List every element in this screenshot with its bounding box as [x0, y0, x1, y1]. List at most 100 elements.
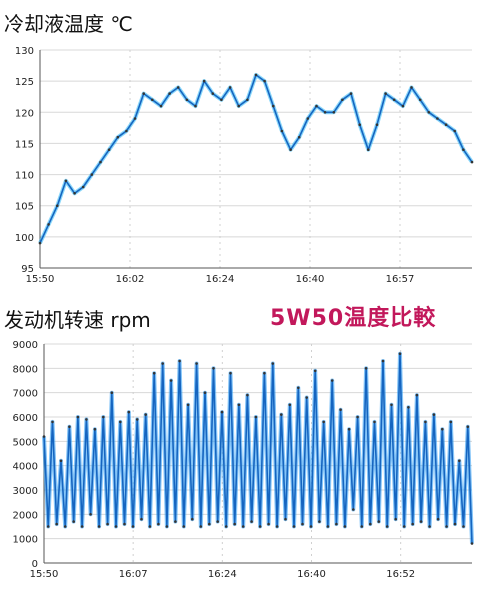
rpm-data-point [309, 525, 313, 528]
coolant-data-point [332, 111, 336, 114]
rpm-y-tick-label: 2000 [13, 510, 38, 521]
rpm-data-point [449, 420, 453, 424]
coolant-temperature-chart: 95 100 105 110 115 120 125 130 15:50 16:02 16:24 16… [15, 46, 474, 285]
coolant-data-point [246, 98, 249, 102]
rpm-data-point [373, 420, 376, 424]
coolant-y-tick-label: 115 [15, 139, 34, 150]
rpm-data-point [182, 525, 186, 528]
coolant-x-tick-label: 16:02 [116, 274, 145, 285]
rpm-data-point [174, 520, 177, 523]
coolant-data-point [202, 79, 206, 83]
rpm-data-point [46, 525, 50, 528]
coolant-data-point [462, 148, 465, 151]
coolant-data-point [436, 117, 439, 120]
rpm-data-point [59, 459, 63, 463]
coolant-y-tick-label: 125 [15, 77, 34, 88]
coolant-data-point [289, 148, 292, 151]
rpm-data-point [288, 403, 292, 407]
rpm-y-tick-label: 5000 [13, 437, 38, 448]
coolant-x-tick-label: 16:40 [296, 274, 325, 285]
coolant-x-tick-label: 15:50 [26, 274, 55, 285]
rpm-data-point [191, 517, 194, 521]
coolant-data-point [64, 179, 68, 183]
coolant-data-point [38, 241, 42, 245]
comparison-label: 5W50温度比較 [270, 306, 437, 331]
coolant-data-point [185, 98, 189, 102]
coolant-data-point [453, 129, 457, 133]
rpm-data-point [441, 427, 444, 431]
coolant-y-tick-label: 120 [15, 108, 34, 119]
rpm-data-point [55, 522, 58, 526]
coolant-y-tick-label: 130 [15, 46, 34, 57]
coolant-data-point [125, 129, 128, 133]
coolant-y-tick-label: 105 [15, 202, 34, 213]
coolant-data-point [349, 92, 353, 95]
rpm-data-point [186, 403, 190, 407]
rpm-data-point [42, 435, 46, 438]
rpm-data-point [51, 420, 54, 424]
coolant-x-tick-label: 16:57 [386, 274, 415, 285]
rpm-data-point [428, 525, 431, 528]
coolant-data-point [306, 117, 310, 120]
rpm-data-point [254, 415, 258, 419]
rpm-data-point [102, 415, 105, 419]
coolant-data-point [73, 192, 76, 195]
rpm-data-point [326, 525, 330, 528]
rpm-data-point [123, 522, 126, 526]
rpm-data-point [178, 359, 181, 363]
rpm-data-point [360, 525, 364, 528]
coolant-data-point [384, 92, 387, 95]
rpm-data-point [250, 520, 253, 523]
rpm-data-point [127, 410, 131, 414]
rpm-y-tick-label: 1000 [13, 535, 38, 546]
coolant-data-point [168, 92, 171, 95]
rpm-data-point [398, 352, 402, 356]
coolant-data-point [142, 92, 145, 95]
rpm-data-point [280, 413, 283, 416]
coolant-data-point [81, 185, 85, 189]
rpm-data-point [432, 413, 436, 416]
rpm-data-point [68, 425, 71, 429]
rpm-data-point [72, 520, 75, 523]
rpm-data-point [203, 391, 207, 395]
rpm-data-point [352, 508, 355, 511]
rpm-series-line [43, 352, 473, 544]
coolant-data-point [56, 204, 59, 207]
coolant-data-point [315, 104, 318, 108]
rpm-data-point [97, 525, 101, 528]
rpm-data-point [284, 517, 287, 521]
rpm-data-point [381, 359, 385, 363]
rpm-data-point [195, 362, 198, 365]
rpm-data-point [305, 396, 309, 399]
rpm-data-point [356, 415, 359, 419]
rpm-data-point [271, 362, 275, 365]
rpm-data-point [237, 403, 241, 407]
rpm-data-point [89, 513, 92, 516]
chart-title-coolant: 冷却液温度 ℃ [4, 12, 133, 36]
coolant-data-point [358, 123, 362, 126]
coolant-data-point [341, 98, 344, 102]
rpm-data-point [157, 522, 160, 526]
coolant-data-point [237, 104, 240, 108]
rpm-data-point [165, 525, 169, 528]
rpm-data-point [453, 522, 457, 526]
rpm-data-point [224, 525, 228, 528]
rpm-x-tick-label: 16:40 [297, 569, 326, 580]
coolant-y-tick-label: 110 [15, 171, 34, 182]
coolant-data-point [470, 160, 474, 164]
rpm-data-point [318, 520, 321, 523]
rpm-data-point [233, 522, 236, 526]
rpm-data-point [246, 393, 249, 397]
coolant-data-point [90, 173, 94, 176]
rpm-data-point [258, 525, 262, 528]
rpm-data-point [76, 415, 80, 419]
rpm-data-point [144, 413, 147, 416]
coolant-data-point [99, 160, 102, 164]
coolant-data-point [410, 86, 413, 89]
rpm-data-point [436, 517, 440, 521]
rpm-data-point [208, 522, 211, 526]
rpm-data-point [216, 520, 219, 523]
rpm-data-point [119, 420, 122, 424]
rpm-data-point [110, 391, 114, 395]
coolant-data-point [444, 123, 448, 126]
